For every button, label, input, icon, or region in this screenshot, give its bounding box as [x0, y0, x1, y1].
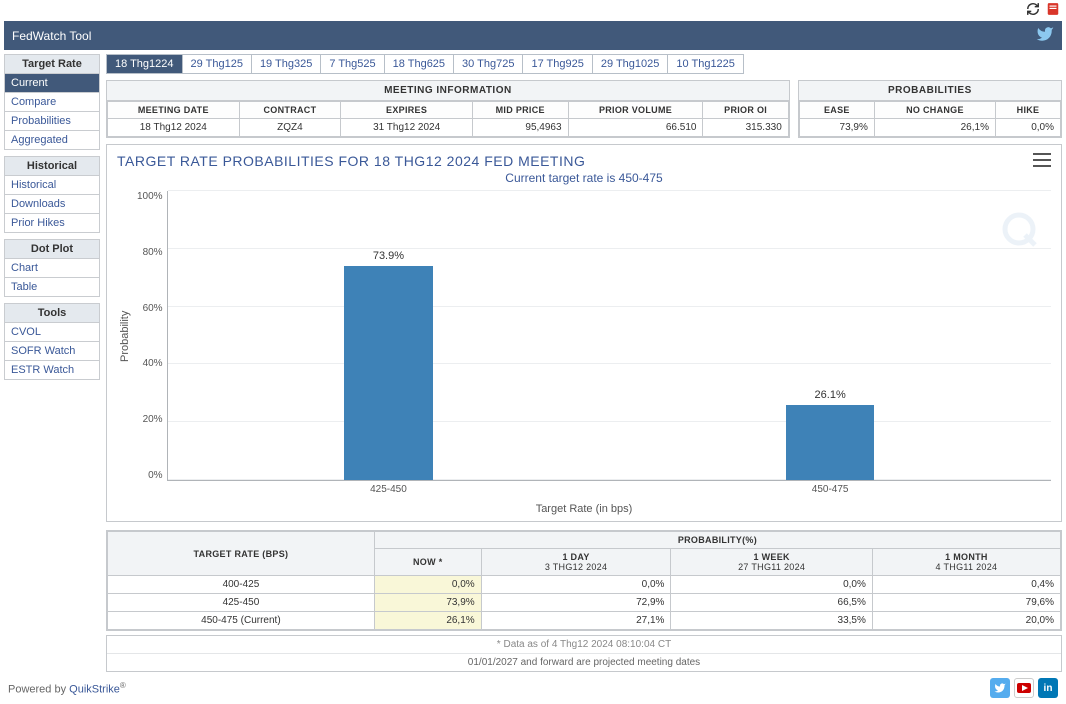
- chart-y-label: Probability: [117, 191, 133, 481]
- date-tabs: 18 Thg122429 Thg12519 Thg3257 Thg52518 T…: [106, 54, 1062, 74]
- chart-plot: 73.9%425-45026.1%450-475: [167, 191, 1051, 481]
- date-tab[interactable]: 18 Thg1224: [106, 54, 183, 74]
- sidebar-item-sofr-watch[interactable]: SOFR Watch: [4, 342, 100, 361]
- chart-panel: TARGET RATE PROBABILITIES FOR 18 THG12 2…: [106, 144, 1062, 522]
- sidebar-item-aggregated[interactable]: Aggregated: [4, 131, 100, 150]
- date-tab[interactable]: 7 Thg525: [320, 54, 384, 74]
- sidebar-item-cvol[interactable]: CVOL: [4, 323, 100, 342]
- date-tab[interactable]: 10 Thg1225: [667, 54, 744, 74]
- sidebar-item-probabilities[interactable]: Probabilities: [4, 112, 100, 131]
- date-tab[interactable]: 19 Thg325: [251, 54, 321, 74]
- chart-menu-icon[interactable]: [1033, 153, 1051, 170]
- chart-watermark: [999, 209, 1039, 252]
- chart-y-ticks: 100%80%60%40%20%0%: [133, 191, 167, 481]
- sidebar-item-chart[interactable]: Chart: [4, 259, 100, 278]
- pdf-icon[interactable]: [1046, 2, 1060, 19]
- probability-table: TARGET RATE (BPS)PROBABILITY(%)NOW *1 DA…: [106, 530, 1062, 631]
- date-tab[interactable]: 17 Thg925: [522, 54, 592, 74]
- sidebar-section-target-rate: Target Rate: [4, 54, 100, 74]
- app-title: FedWatch Tool: [12, 29, 91, 43]
- youtube-icon[interactable]: [1014, 678, 1034, 698]
- date-tab[interactable]: 30 Thg725: [453, 54, 523, 74]
- twitter-icon[interactable]: [1036, 25, 1054, 46]
- meeting-info-title: MEETING INFORMATION: [107, 81, 789, 101]
- sidebar-section-historical: Historical: [4, 156, 100, 176]
- sidebar-item-downloads[interactable]: Downloads: [4, 195, 100, 214]
- refresh-icon[interactable]: [1026, 2, 1040, 19]
- chart-subtitle: Current target rate is 450-475: [117, 171, 1051, 185]
- sidebar-item-historical[interactable]: Historical: [4, 176, 100, 195]
- date-tab[interactable]: 29 Thg1025: [592, 54, 669, 74]
- sidebar-item-compare[interactable]: Compare: [4, 93, 100, 112]
- date-tab[interactable]: 18 Thg625: [384, 54, 454, 74]
- meeting-info-block: MEETING INFORMATION MEETING DATECONTRACT…: [106, 80, 790, 138]
- footer: Powered by QuikStrike® in: [0, 672, 1066, 704]
- sidebar-item-current[interactable]: Current: [4, 74, 100, 93]
- chart-bar: [344, 266, 432, 480]
- sidebar-section-tools: Tools: [4, 303, 100, 323]
- date-tab[interactable]: 29 Thg125: [182, 54, 252, 74]
- chart-title: TARGET RATE PROBABILITIES FOR 18 THG12 2…: [117, 153, 1051, 169]
- note-asof: * Data as of 4 Thg12 2024 08:10:04 CT: [107, 636, 1061, 654]
- chart-bar: [786, 405, 874, 480]
- sidebar-item-estr-watch[interactable]: ESTR Watch: [4, 361, 100, 380]
- sidebar-item-prior-hikes[interactable]: Prior Hikes: [4, 214, 100, 233]
- powered-by: Powered by QuikStrike®: [8, 681, 126, 696]
- prob-summary-block: PROBABILITIES EASENO CHANGEHIKE73,9%26,1…: [798, 80, 1062, 138]
- sidebar: Target RateCurrentCompareProbabilitiesAg…: [4, 54, 100, 672]
- app-header: FedWatch Tool: [4, 21, 1062, 50]
- sidebar-section-dot-plot: Dot Plot: [4, 239, 100, 259]
- twitter-icon[interactable]: [990, 678, 1010, 698]
- linkedin-icon[interactable]: in: [1038, 678, 1058, 698]
- note-projected: 01/01/2027 and forward are projected mee…: [107, 654, 1061, 671]
- prob-summary-title: PROBABILITIES: [799, 81, 1061, 101]
- sidebar-item-table[interactable]: Table: [4, 278, 100, 297]
- chart-x-label: Target Rate (in bps): [117, 503, 1051, 515]
